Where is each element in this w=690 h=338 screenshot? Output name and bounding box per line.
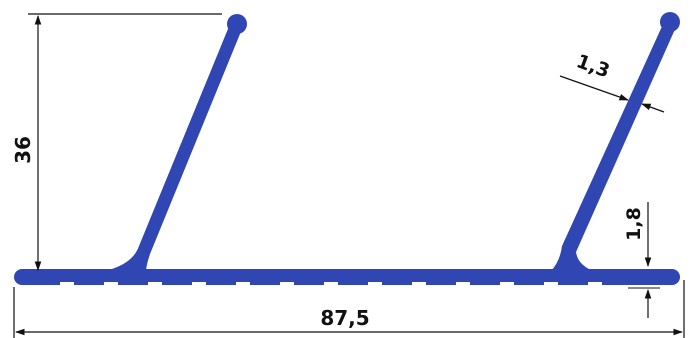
dimension-total-width: 87,5: [13, 280, 685, 338]
dimension-wall-thickness: 1,3: [559, 50, 665, 113]
profile-right-fin-bead: [660, 12, 680, 32]
dimension-height-label: 36: [11, 136, 35, 164]
profile-base: [14, 269, 680, 285]
dimension-base-thickness: 1,8: [623, 202, 660, 318]
dimension-base-thickness-label: 1,8: [623, 207, 645, 241]
profile-left-fin-bead: [227, 14, 247, 34]
dimension-wall-thickness-label: 1,3: [573, 50, 612, 82]
profile-right-fin: [550, 22, 676, 272]
profile-left-fin: [100, 24, 242, 272]
dimension-height: 36: [11, 13, 222, 271]
dimension-total-width-label: 87,5: [320, 306, 369, 330]
aluminium-profile: [14, 12, 680, 286]
profile-underside-grooves: [60, 282, 602, 286]
